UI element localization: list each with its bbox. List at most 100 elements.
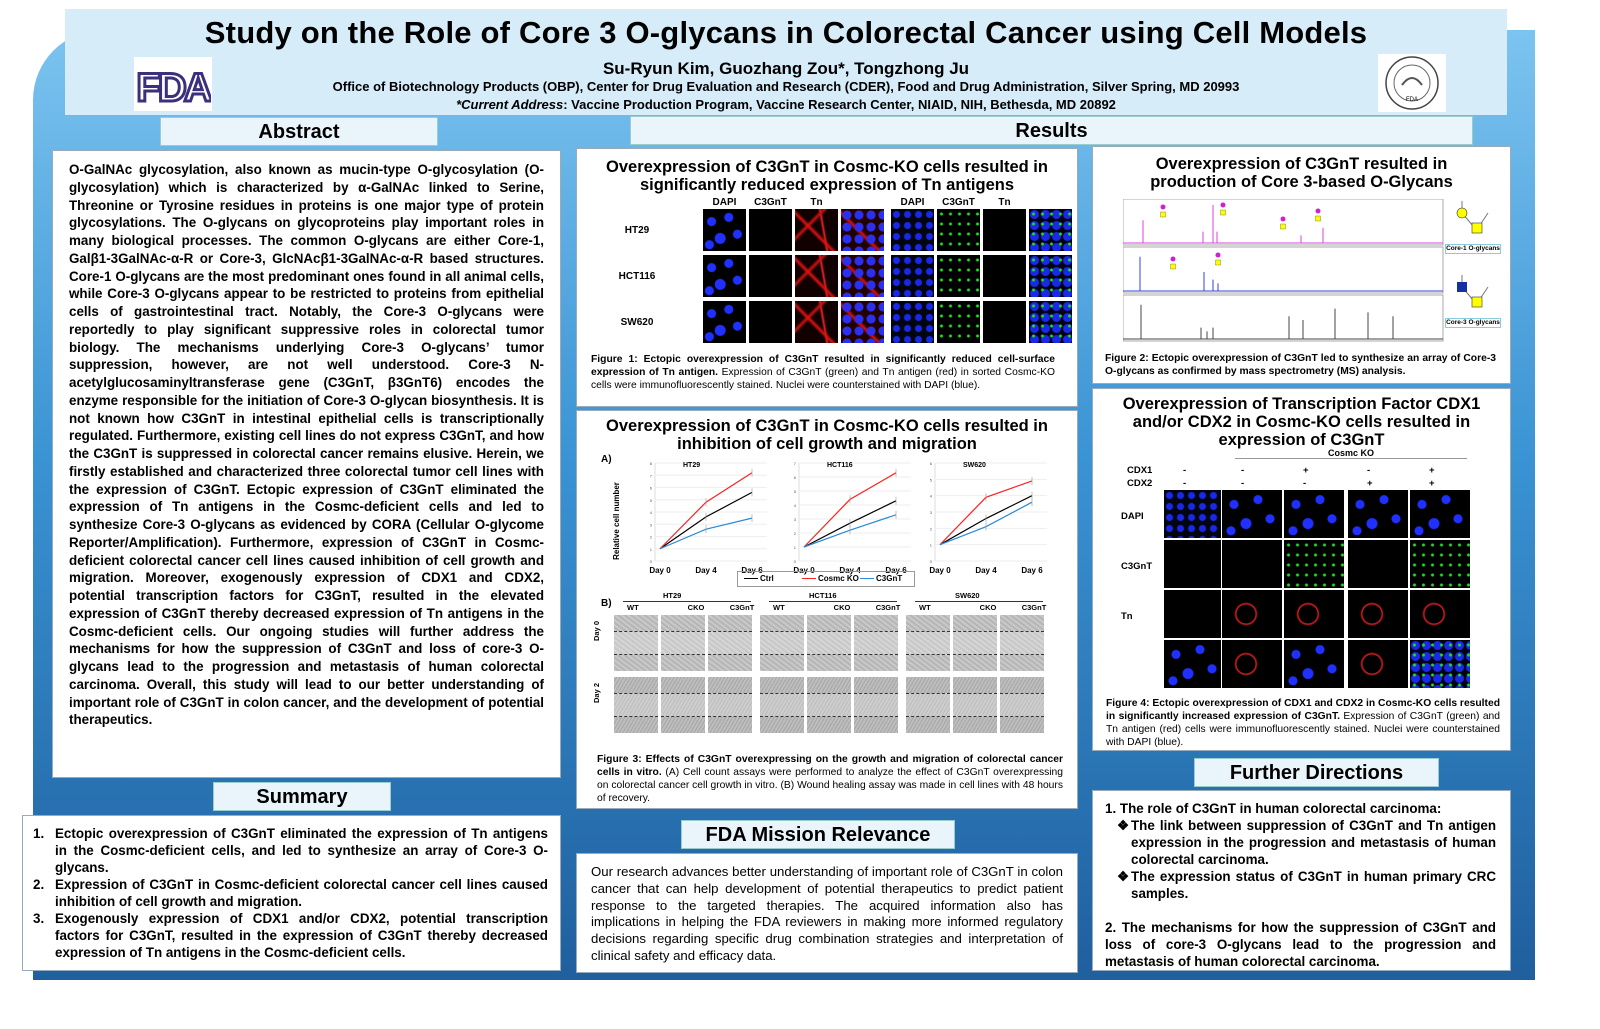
fig4-cdx2-value: CDX2	[1127, 478, 1153, 489]
summary-item: 2. Expression of C3GnT in Cosmc-deficient…	[33, 877, 548, 909]
galnac-icon	[1220, 209, 1226, 216]
wound-image	[905, 614, 951, 672]
legend-label: Cosmc KO	[818, 574, 859, 583]
micrograph-dapi	[702, 208, 747, 252]
wound-image	[759, 676, 805, 734]
y-tick-label: 7	[794, 461, 797, 466]
micrograph	[1221, 539, 1283, 589]
legend-item: Cosmc KO	[802, 574, 859, 583]
figure-4-title: Overexpression of Transcription Factor C…	[1122, 395, 1481, 449]
chart-legend: Ctrl Cosmc KO C3GnT	[737, 571, 915, 587]
micrograph	[1347, 589, 1409, 639]
wound-image	[707, 614, 753, 672]
micrograph-c3gnt	[936, 254, 981, 298]
wound-column-label: C3GnT	[1021, 603, 1047, 612]
caption-bold: Figure 1: Ectopic overexpression of C3Gn…	[591, 354, 1055, 378]
x-tick-label: Day 4	[695, 566, 717, 575]
y-tick-label: 2	[930, 526, 933, 531]
caption-bold: Figure 4: Ectopic overexpression of CDX1…	[1106, 698, 1500, 722]
sialic-acid-icon	[1220, 202, 1226, 208]
spectrum-panel	[1123, 294, 1444, 342]
micrograph-tn	[794, 208, 839, 252]
chart-title: SW620	[963, 462, 986, 469]
x-tick-label: Day 0	[793, 566, 815, 575]
wound-group-divider	[769, 601, 897, 602]
further-directions-heading: Further Directions	[1194, 758, 1439, 787]
fig4-cdx2-value: +	[1367, 478, 1373, 489]
wound-cell-line-label: SW620	[955, 591, 980, 600]
figure-1-column-label: DAPI	[900, 197, 925, 208]
cosmc-ko-group-label: Cosmc KO	[1235, 448, 1467, 459]
wound-image	[759, 614, 805, 672]
figure-1-row-label: SW620	[620, 317, 654, 328]
figure-1-column-label: Tn	[998, 197, 1011, 208]
poster-header: Study on the Role of Core 3 O-glycans in…	[65, 9, 1507, 115]
abstract-heading: Abstract	[160, 117, 438, 146]
wound-image	[806, 676, 852, 734]
micrograph	[1221, 639, 1283, 689]
fig4-cdx1-value: +	[1429, 465, 1435, 476]
caption-text: Expression of C3GnT (green) and Tn antig…	[591, 367, 1055, 391]
figure-1-column-label: C3GnT	[754, 197, 787, 208]
y-tick-label: 3	[930, 510, 933, 515]
poster-title: Study on the Role of Core 3 O-glycans in…	[204, 15, 1368, 50]
wound-column-label: WT	[627, 603, 639, 612]
hhs-seal-icon: FDA	[1378, 54, 1446, 112]
wound-image	[999, 676, 1045, 734]
abstract-text: O-GalNAc glycosylation, also known as mu…	[69, 162, 544, 728]
legend-item: Ctrl	[744, 574, 774, 583]
figure-1-column-label: Tn	[810, 197, 823, 208]
micrograph-merge	[1028, 254, 1073, 298]
figure-1-column-label: DAPI	[712, 197, 737, 208]
micrograph	[1221, 589, 1283, 639]
micrograph-tn	[794, 300, 839, 344]
wound-column-label: C3GnT	[875, 603, 901, 612]
current-address-text: : Vaccine Production Program, Vaccine Re…	[563, 97, 1116, 112]
y-tick-label: 6	[930, 461, 933, 466]
mission-box: Our research advances better understandi…	[576, 853, 1078, 973]
figure-2-title: Overexpression of C3GnT resulted in prod…	[1150, 155, 1453, 191]
y-tick-label: 3	[650, 522, 653, 527]
wound-column-label: CKO	[833, 603, 851, 612]
figure-2-box: Overexpression of C3GnT resulted in prod…	[1092, 146, 1511, 384]
further-subitem: ❖ The expression status of C3GnT in human…	[1105, 868, 1496, 902]
micrograph	[1163, 639, 1225, 689]
figure-3-title: Overexpression of C3GnT in Cosmc-KO cell…	[606, 417, 1048, 453]
summary-item-text: Ectopic overexpression of C3GnT eliminat…	[55, 826, 548, 875]
y-tick-label: 1	[650, 547, 653, 552]
micrograph	[1283, 639, 1345, 689]
x-tick-label: Day 6	[1021, 566, 1043, 575]
further-subitem-text: The link between suppression of C3GnT an…	[1131, 818, 1496, 867]
x-tick-label: Day 0	[649, 566, 671, 575]
further-item-1: 1. The role of C3GnT in human colorectal…	[1105, 801, 1442, 816]
sialic-acid-icon	[1315, 208, 1321, 214]
svg-text:FDA: FDA	[136, 66, 211, 109]
panel-b-label: B)	[601, 598, 612, 609]
y-tick-label: 3	[794, 517, 797, 522]
y-tick-label: 6	[794, 475, 797, 480]
y-tick-label: 1	[930, 543, 933, 548]
micrograph	[1409, 489, 1471, 539]
y-tick-label: 4	[794, 503, 797, 508]
micrograph-c3gnt	[748, 208, 793, 252]
mass-spectra	[1123, 199, 1444, 342]
figure-1-caption: Figure 1: Ectopic overexpression of C3Gn…	[591, 353, 1055, 392]
micrograph	[1163, 589, 1225, 639]
galnac-icon	[1315, 215, 1321, 222]
micrograph-merge	[840, 208, 885, 252]
micrograph-tn	[982, 254, 1027, 298]
fig4-cdx2-value: -	[1241, 478, 1245, 489]
micrograph-merge	[840, 300, 885, 344]
micrograph-tn	[794, 254, 839, 298]
sialic-acid-icon	[1280, 216, 1286, 222]
core3-glycan-icon	[1457, 275, 1489, 308]
figure-3-box: Overexpression of C3GnT in Cosmc-KO cell…	[576, 410, 1078, 809]
further-directions-box: 1. The role of C3GnT in human colorectal…	[1092, 790, 1511, 971]
figure-3-caption: Figure 3: Effects of C3GnT overexpressin…	[597, 753, 1063, 805]
legend-item: C3GnT	[860, 574, 902, 583]
micrograph-merge	[1028, 208, 1073, 252]
fda-logo: FDA	[134, 57, 212, 111]
further-subitem-text: The expression status of C3GnT in human …	[1131, 869, 1496, 901]
wound-image	[806, 614, 852, 672]
diamond-bullet-icon: ❖	[1117, 869, 1130, 884]
